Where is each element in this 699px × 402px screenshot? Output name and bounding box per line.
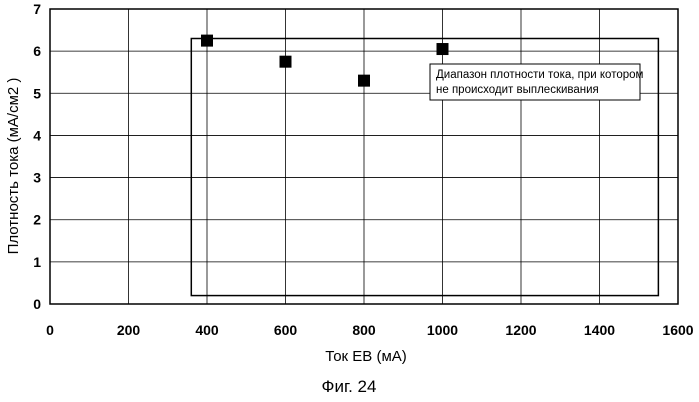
y-tick-label: 0 bbox=[33, 296, 41, 312]
x-tick-label: 0 bbox=[46, 322, 54, 338]
x-tick-label: 400 bbox=[195, 322, 219, 338]
y-tick-label: 4 bbox=[33, 127, 41, 143]
data-point bbox=[437, 43, 449, 55]
data-point bbox=[358, 75, 370, 87]
grid bbox=[50, 9, 678, 304]
x-tick-label: 1400 bbox=[584, 322, 615, 338]
annotation-box: Диапазон плотности тока, при котором не … bbox=[430, 64, 644, 100]
y-tick-label: 6 bbox=[33, 43, 41, 59]
y-tick-label: 3 bbox=[33, 170, 41, 186]
figure-caption: Фиг. 24 bbox=[322, 377, 377, 396]
y-tick-label: 5 bbox=[33, 85, 41, 101]
data-points bbox=[201, 35, 449, 87]
y-tick-label: 7 bbox=[33, 1, 41, 17]
x-tick-label: 600 bbox=[274, 322, 298, 338]
x-tick-label: 1000 bbox=[427, 322, 458, 338]
y-tick-labels: 0 1 2 3 4 5 6 7 bbox=[33, 1, 41, 312]
x-tick-label: 1600 bbox=[662, 322, 693, 338]
y-tick-label: 2 bbox=[33, 212, 41, 228]
y-tick-label: 1 bbox=[33, 254, 41, 270]
x-tick-label: 200 bbox=[117, 322, 141, 338]
data-point bbox=[201, 35, 213, 47]
x-tick-label: 800 bbox=[352, 322, 376, 338]
x-tick-labels: 0 200 400 600 800 1000 1200 1400 1600 bbox=[46, 322, 694, 338]
annotation-line-2: не происходит выплескивания bbox=[436, 84, 599, 96]
data-point bbox=[280, 56, 292, 68]
x-tick-label: 1200 bbox=[505, 322, 536, 338]
x-axis-label: Ток EB (мА) bbox=[325, 348, 407, 365]
annotation-line-1: Диапазон плотности тока, при котором bbox=[436, 69, 644, 81]
y-axis-label: Плотность тока (мА/см2 ) bbox=[5, 78, 22, 255]
